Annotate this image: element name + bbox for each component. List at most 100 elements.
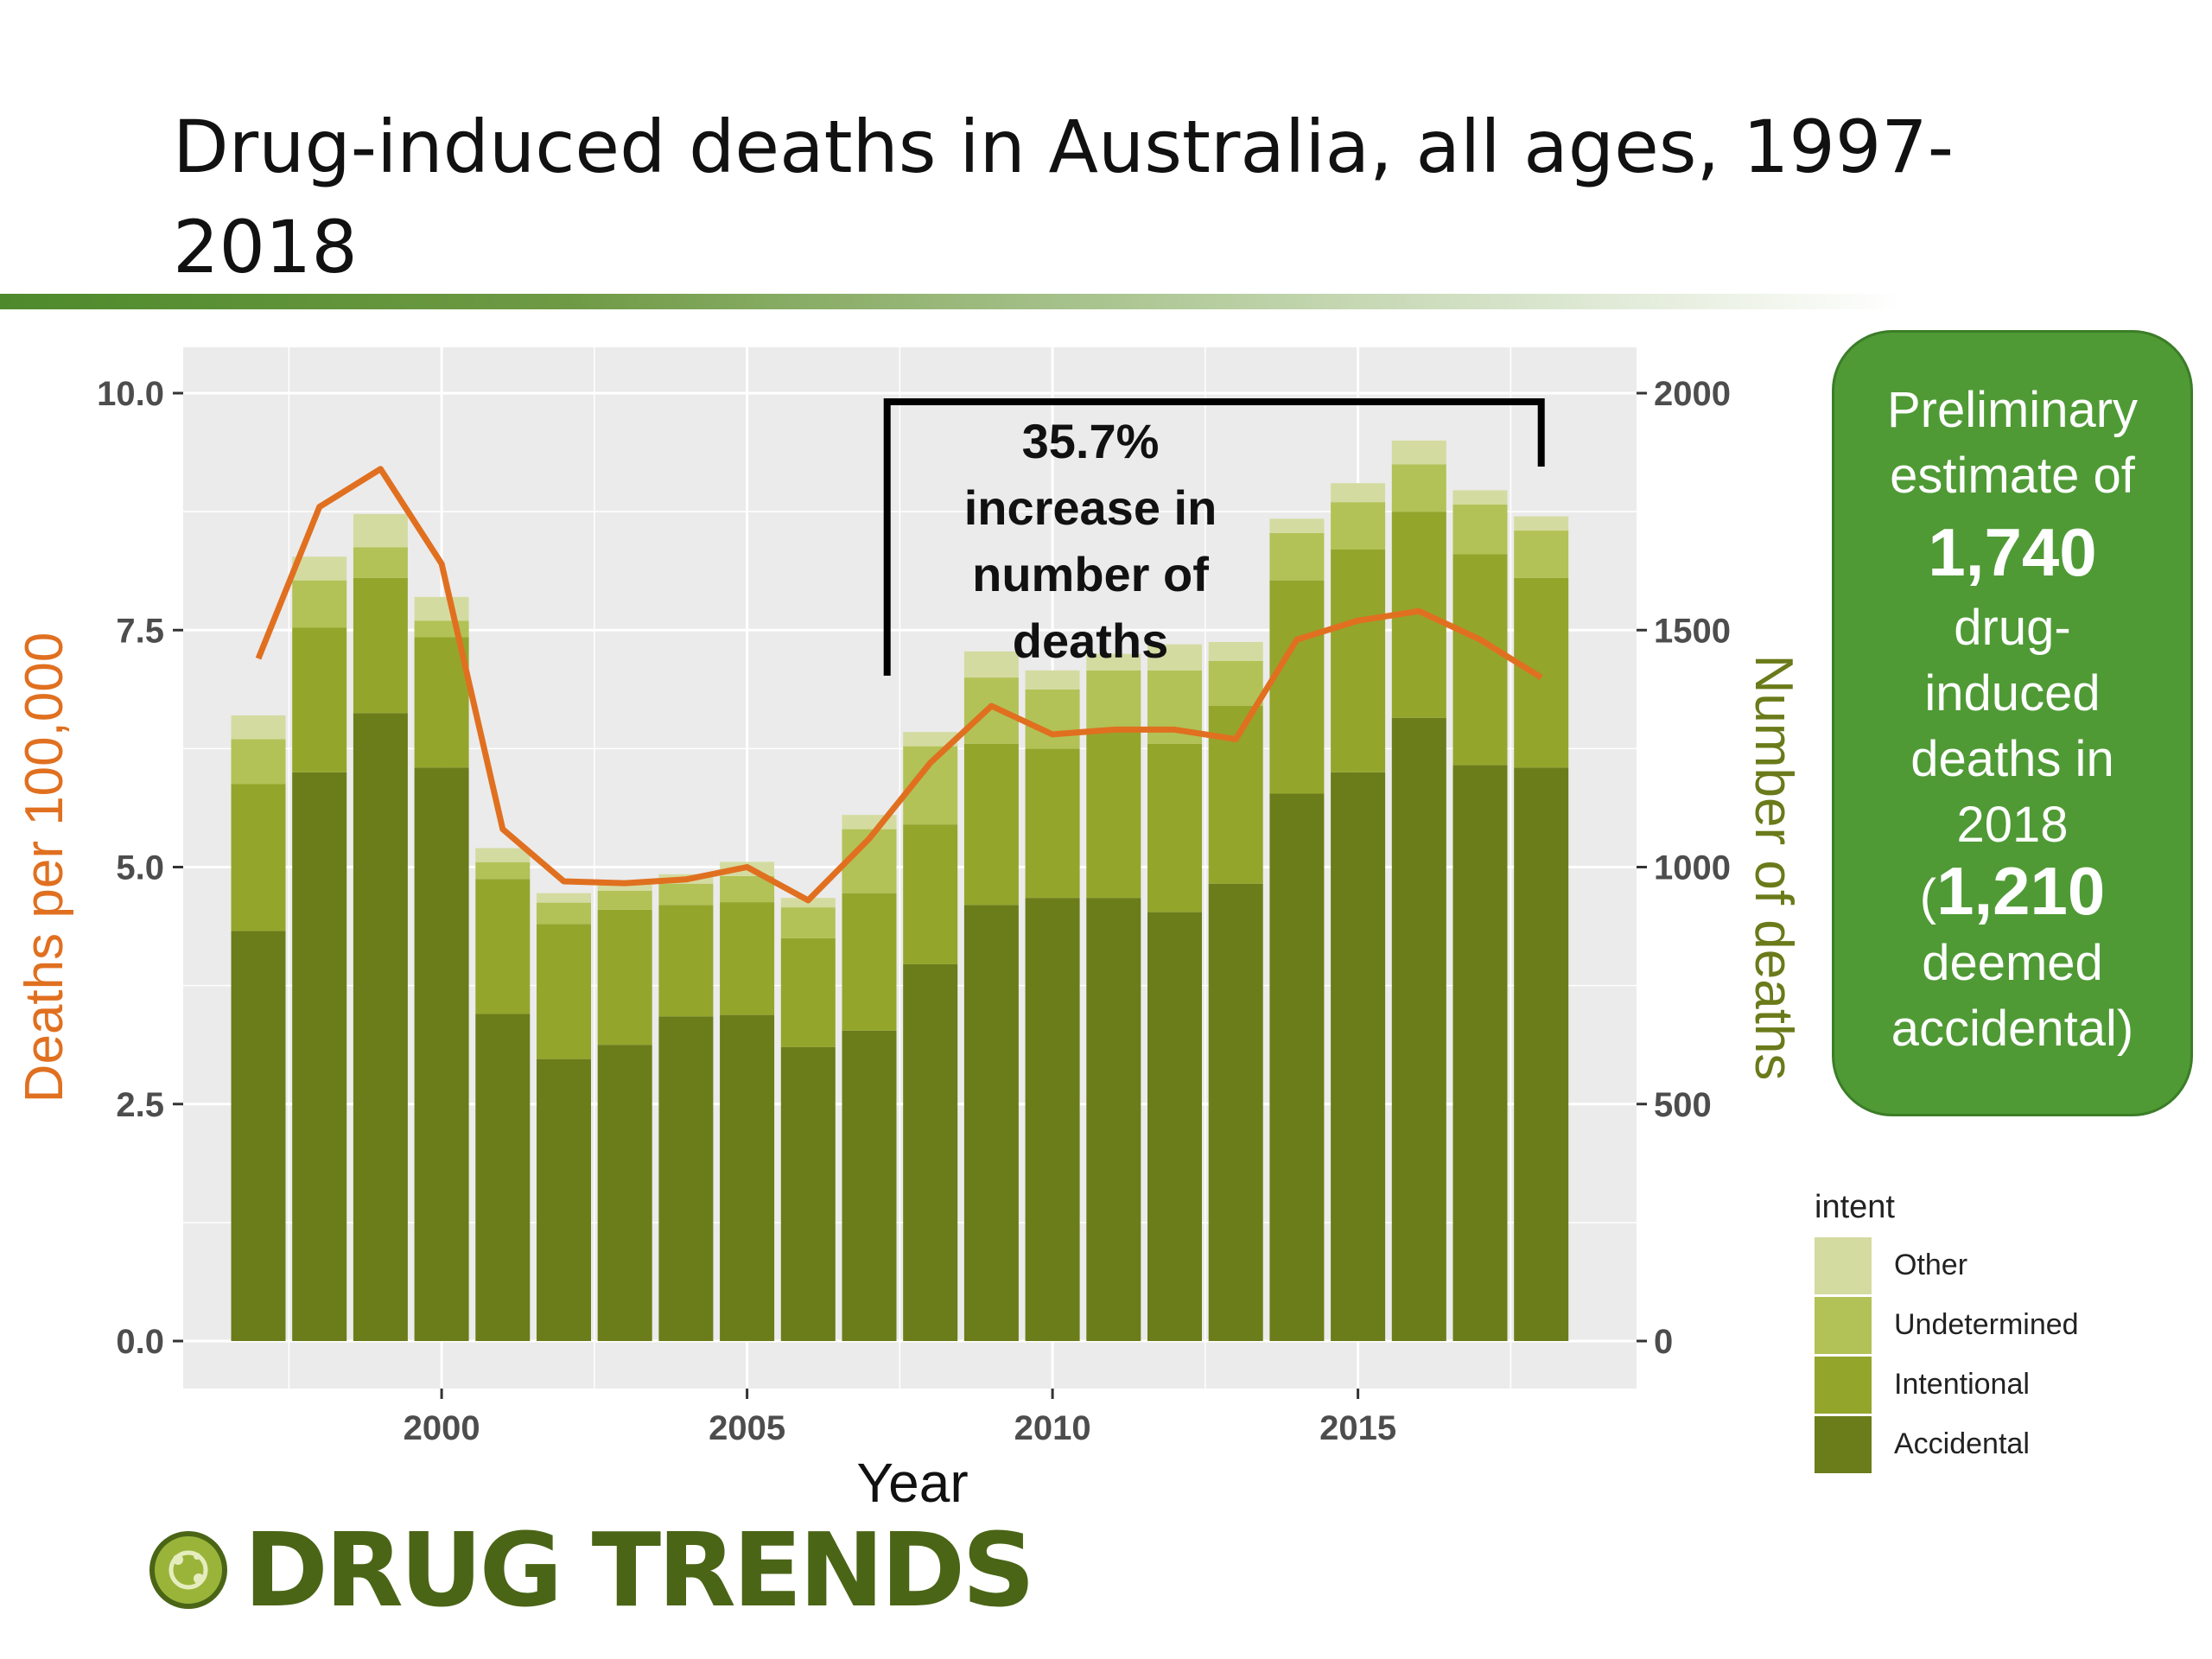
legend-label-other: Other — [1894, 1249, 1968, 1281]
x-tick-label: 2005 — [709, 1409, 785, 1447]
bar-intentional-2015 — [1331, 550, 1386, 772]
y-left-label: Deaths per 100,000 — [15, 632, 74, 1103]
estimate-callout: Preliminary estimate of 1,740 drug- indu… — [1832, 330, 2193, 1116]
bar-intentional-2003 — [597, 909, 652, 1046]
bar-intentional-1999 — [353, 577, 408, 714]
bar-intentional-2017 — [1452, 554, 1508, 766]
globe-icon — [149, 1531, 227, 1609]
bar-accidental-2017 — [1452, 765, 1508, 1341]
bar-accidental-2015 — [1331, 772, 1386, 1341]
right-tick-label: 0 — [1654, 1323, 1673, 1361]
right-tick-label: 1500 — [1654, 612, 1731, 650]
legend-swatch-other — [1815, 1236, 1872, 1294]
bar-intentional-1997 — [231, 784, 286, 931]
legend-item-other: Other — [1815, 1236, 2177, 1295]
bar-accidental-2002 — [537, 1058, 591, 1341]
annotation-text-line: 35.7% — [1022, 414, 1160, 468]
bar-accidental-2004 — [658, 1016, 714, 1341]
bar-accidental-2005 — [720, 1014, 775, 1341]
bar-intentional-2018 — [1514, 577, 1569, 768]
callout-line-7: deemed — [1922, 935, 2103, 991]
bar-other-2018 — [1514, 516, 1569, 531]
legend-label-undetermined: Undetermined — [1894, 1308, 2079, 1341]
bar-intentional-2012 — [1147, 743, 1202, 912]
bar-other-2011 — [1086, 653, 1141, 671]
callout-estimate-number: 1,740 — [1928, 514, 2097, 590]
x-axis-label: Year — [856, 1452, 968, 1514]
annotation-text-line: increase in — [964, 480, 1217, 535]
annotation-bracket — [883, 398, 1545, 676]
callout-line-6: 2018 — [1956, 797, 2069, 853]
bar-undetermined-2002 — [537, 902, 591, 925]
bar-undetermined-2006 — [780, 907, 836, 938]
title-divider — [0, 294, 1901, 309]
bar-other-2002 — [537, 893, 591, 903]
bar-other-2009 — [963, 651, 1019, 678]
bar-undetermined-2017 — [1452, 504, 1508, 555]
bar-intentional-2009 — [963, 743, 1019, 906]
increase-annotation: 35.7% increase in number of deaths — [883, 398, 1545, 676]
right-tick-label: 500 — [1654, 1086, 1712, 1124]
bar-intentional-2013 — [1208, 706, 1263, 884]
x-tick-label: 2000 — [404, 1409, 480, 1447]
bar-accidental-1997 — [231, 931, 286, 1341]
bar-other-2013 — [1208, 641, 1263, 661]
bar-undetermined-2015 — [1331, 502, 1386, 550]
bar-accidental-2001 — [475, 1014, 531, 1341]
slide-title: Drug-induced deaths in Australia, all ag… — [173, 105, 1955, 289]
bar-accidental-2013 — [1208, 883, 1263, 1341]
legend-label-intentional: Intentional — [1894, 1368, 2030, 1401]
bar-undetermined-2013 — [1208, 660, 1263, 707]
legend-label-accidental: Accidental — [1894, 1427, 2030, 1460]
legend-title: intent — [1815, 1189, 1895, 1225]
bar-accidental-2014 — [1269, 793, 1325, 1341]
bar-intentional-2002 — [537, 924, 591, 1059]
callout-line-2: estimate of — [1890, 448, 2135, 504]
bar-accidental-1999 — [353, 713, 408, 1341]
legend-swatch-accidental — [1815, 1415, 1872, 1473]
right-axis: 0 500 1000 1500 2000 — [1637, 375, 1731, 1361]
callout-line-1: Preliminary — [1886, 382, 2139, 438]
bar-undetermined-2005 — [720, 875, 775, 903]
bar-undetermined-2018 — [1514, 531, 1569, 578]
bar-accidental-2003 — [597, 1045, 652, 1341]
left-axis: 0.0 2.5 5.0 7.5 10.0 — [97, 375, 183, 1361]
bar-accidental-2016 — [1391, 717, 1446, 1341]
legend-item-undetermined: Undetermined — [1815, 1295, 2177, 1355]
bar-intentional-2001 — [475, 879, 531, 1014]
x-tick-label: 2015 — [1319, 1409, 1396, 1447]
callout-line-5: deaths in — [1910, 731, 2114, 787]
rate-polyline — [255, 466, 1543, 904]
bar-undetermined-1997 — [231, 739, 286, 785]
bar-undetermined-2004 — [658, 883, 714, 906]
bar-other-1999 — [353, 513, 408, 548]
x-axis: 2000 2005 2010 2015 — [404, 1389, 1396, 1447]
bar-accidental-2000 — [414, 767, 469, 1341]
annotation-text-line: number of — [972, 547, 1209, 601]
bar-other-2012 — [1147, 644, 1202, 671]
bar-intentional-2006 — [780, 938, 836, 1047]
right-tick-label: 2000 — [1654, 375, 1731, 413]
bar-intentional-2007 — [842, 893, 897, 1031]
bar-other-2016 — [1391, 440, 1446, 465]
callout-accidental: (1,210 — [1834, 857, 2190, 931]
bar-intentional-2000 — [414, 637, 469, 768]
bar-other-1997 — [231, 715, 286, 740]
annotation-text-line: deaths — [1013, 613, 1169, 668]
legend-item-accidental: Accidental — [1815, 1414, 2177, 1474]
drug-trends-logo: DRUG TRENDS — [149, 1519, 1035, 1621]
right-tick-label: 1000 — [1654, 849, 1731, 887]
bar-intentional-2010 — [1025, 748, 1080, 899]
left-tick-label: 0.0 — [116, 1323, 164, 1361]
bar-other-2010 — [1025, 670, 1080, 690]
bar-accidental-2008 — [903, 963, 958, 1341]
bar-undetermined-2001 — [475, 862, 531, 880]
bar-accidental-2007 — [842, 1030, 897, 1341]
bar-undetermined-1998 — [292, 580, 347, 628]
bar-other-2001 — [475, 848, 531, 863]
left-tick-label: 10.0 — [97, 375, 164, 413]
bar-undetermined-2009 — [963, 677, 1019, 744]
left-tick-label: 7.5 — [116, 612, 164, 650]
bar-accidental-2010 — [1025, 898, 1080, 1341]
